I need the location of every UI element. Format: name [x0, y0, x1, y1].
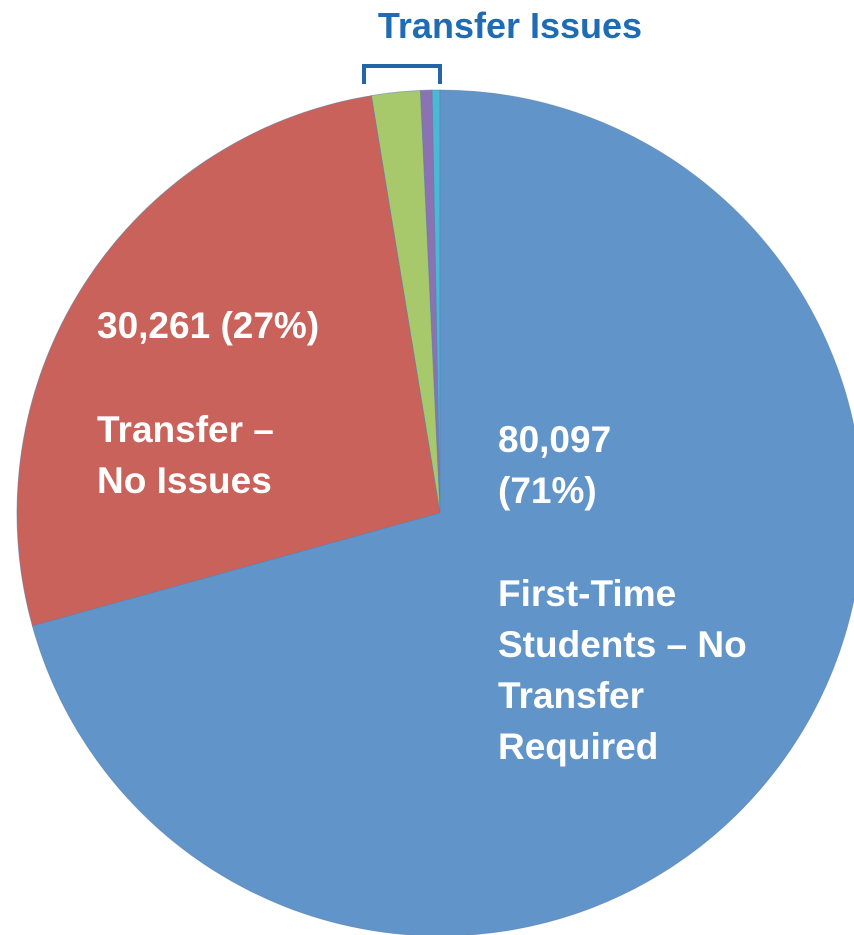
category-label: Transfer – No Issues: [97, 409, 274, 501]
annotation-bracket: [362, 64, 442, 84]
value-label: 30,261 (27%): [97, 305, 320, 346]
pie-slice: [16, 95, 441, 627]
value-label: 80,097 (71%): [498, 419, 612, 511]
annotation: Transfer Issues: [377, 5, 643, 46]
category-label: First-Time Students – No Transfer Requir…: [498, 573, 747, 767]
pie-slice: [31, 89, 854, 935]
